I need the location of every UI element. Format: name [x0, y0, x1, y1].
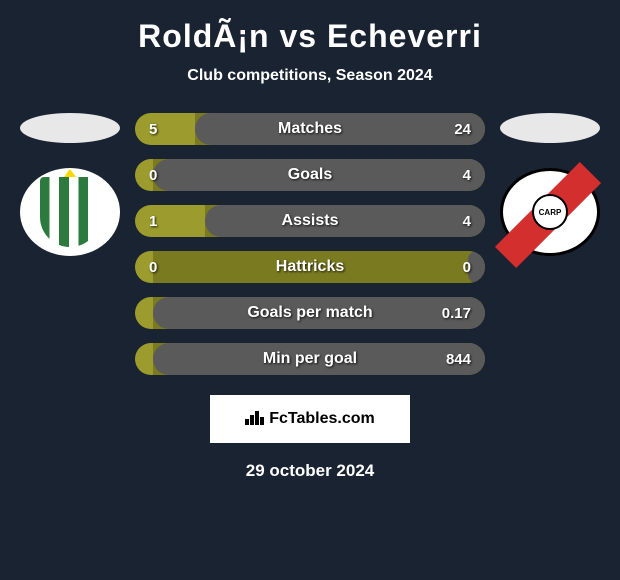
infographic-container: RoldÃ¡n vs Echeverri Club competitions, … [0, 0, 620, 580]
stat-value-right: 4 [463, 213, 471, 230]
stat-value-right: 24 [454, 121, 471, 138]
stat-value-right: 4 [463, 167, 471, 184]
chart-bars-icon [245, 409, 265, 430]
stats-bars: 5 Matches 24 0 Goals 4 1 Assists 4 0 Hattricks 0 Goa… [135, 113, 485, 375]
stat-row: 1 Assists 4 [135, 205, 485, 237]
stat-row: 0 Goals 4 [135, 159, 485, 191]
stat-fill-left [135, 113, 195, 145]
stat-row: 5 Matches 24 [135, 113, 485, 145]
stat-value-left: 0 [149, 259, 157, 276]
stat-value-left: 0 [149, 167, 157, 184]
player-name-oval-left [20, 113, 120, 143]
stat-label: Matches [278, 120, 342, 138]
stat-label: Min per goal [263, 350, 357, 368]
stat-fill-left [135, 205, 205, 237]
subtitle: Club competitions, Season 2024 [0, 67, 620, 85]
date-text: 29 october 2024 [0, 461, 620, 481]
banfield-shield-icon [40, 177, 100, 247]
team-logo-left [20, 168, 120, 256]
stat-value-right: 0 [463, 259, 471, 276]
stat-row: 0 Hattricks 0 [135, 251, 485, 283]
branding-box: FcTables.com [210, 395, 410, 443]
player-name-oval-right [500, 113, 600, 143]
team-left [10, 113, 130, 256]
stat-fill-left [135, 297, 153, 329]
stat-fill-right [205, 205, 485, 237]
stat-row: Min per goal 844 [135, 343, 485, 375]
stat-label: Goals per match [247, 304, 372, 322]
stat-label: Goals [288, 166, 332, 184]
stat-value-left: 5 [149, 121, 157, 138]
branding-text: FcTables.com [269, 410, 375, 428]
stat-fill-left [135, 343, 153, 375]
main-title: RoldÃ¡n vs Echeverri [0, 18, 620, 55]
river-badge-text: CARP [532, 194, 568, 230]
team-logo-right: CARP [500, 168, 600, 256]
stat-label: Assists [282, 212, 339, 230]
stat-value-right: 844 [446, 351, 471, 368]
team-right: CARP [490, 113, 610, 256]
stat-value-right: 0.17 [442, 305, 471, 322]
stat-value-left: 1 [149, 213, 157, 230]
stat-label: Hattricks [276, 258, 344, 276]
content-area: 5 Matches 24 0 Goals 4 1 Assists 4 0 Hattricks 0 Goa… [0, 113, 620, 375]
stat-row: Goals per match 0.17 [135, 297, 485, 329]
